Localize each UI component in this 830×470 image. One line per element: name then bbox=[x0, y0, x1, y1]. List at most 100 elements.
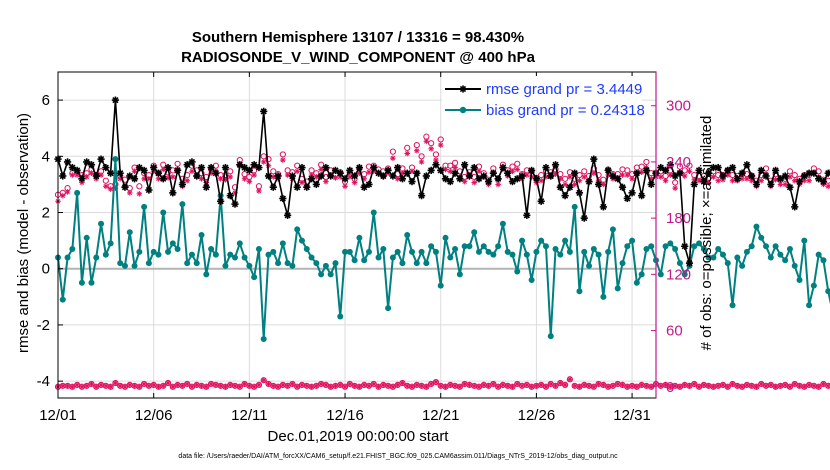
rmse-point bbox=[83, 158, 91, 166]
rmse-point bbox=[178, 180, 186, 189]
bias-point bbox=[160, 209, 167, 216]
rmse-point bbox=[202, 183, 210, 191]
obs-assimilated-point bbox=[547, 381, 554, 387]
rmse-point bbox=[685, 259, 694, 267]
obs-assimilated-point bbox=[361, 382, 367, 388]
obs-assimilated-point bbox=[514, 166, 521, 173]
rmse-point bbox=[537, 197, 545, 205]
rmse-point bbox=[427, 166, 435, 174]
obs-assimilated-point bbox=[126, 382, 133, 388]
bias-point bbox=[495, 243, 502, 250]
obs-assimilated-point bbox=[280, 157, 286, 163]
obs-assimilated-point bbox=[576, 177, 583, 184]
bias-point bbox=[638, 271, 645, 278]
rmse-point bbox=[518, 172, 526, 180]
rmse-point bbox=[461, 161, 469, 169]
bias-point bbox=[581, 248, 588, 255]
obs-assimilated-point bbox=[351, 179, 358, 186]
obs-possible-point bbox=[428, 140, 435, 147]
obs-assimilated-point bbox=[514, 381, 521, 387]
bias-point bbox=[93, 254, 100, 261]
bias-point bbox=[117, 260, 124, 267]
obs-assimilated-point bbox=[672, 383, 678, 389]
bias-point bbox=[356, 234, 363, 241]
bias-point bbox=[595, 251, 602, 258]
obs-assimilated-point bbox=[806, 177, 812, 184]
rmse-point bbox=[561, 192, 569, 200]
bias-point bbox=[112, 156, 119, 163]
obs-assimilated-point bbox=[342, 383, 348, 390]
obs-assimilated-point bbox=[796, 383, 803, 389]
rmse-point bbox=[465, 172, 474, 180]
obs-assimilated-point bbox=[524, 172, 530, 178]
obs-possible-point bbox=[791, 171, 798, 179]
obs-possible-point bbox=[475, 163, 483, 170]
rmse-point bbox=[580, 214, 588, 222]
obs-assimilated-point bbox=[691, 381, 698, 387]
rmse-point bbox=[733, 175, 741, 183]
rmse-point bbox=[714, 163, 722, 172]
obs-assimilated-point bbox=[476, 168, 482, 175]
rmse-point bbox=[571, 169, 579, 177]
obs-assimilated-point bbox=[452, 383, 458, 389]
bias-point bbox=[126, 229, 133, 236]
obs-possible-point bbox=[174, 160, 181, 167]
bias-point bbox=[729, 302, 736, 309]
rmse-point bbox=[590, 155, 598, 163]
obs-possible-point bbox=[825, 177, 830, 184]
obs-assimilated-point bbox=[562, 181, 568, 188]
obs-assimilated-point bbox=[217, 383, 224, 389]
bias-point bbox=[475, 248, 482, 255]
bias-point bbox=[509, 251, 516, 258]
bias-point bbox=[786, 246, 793, 253]
obs-possible-point bbox=[160, 161, 167, 168]
rmse-point bbox=[743, 161, 751, 169]
bias-point bbox=[155, 251, 162, 258]
obs-assimilated-point bbox=[777, 181, 784, 188]
bias-point bbox=[815, 251, 822, 258]
bias-point bbox=[222, 262, 229, 269]
axis-layer: 12/01 12/06 12/11 12/16 12/21 12/26 12/31 -4 -2 0… bbox=[37, 72, 691, 424]
obs-assimilated-point bbox=[404, 150, 411, 157]
obs-assimilated-point bbox=[437, 142, 444, 148]
bias-point bbox=[547, 333, 554, 340]
obs-assimilated-point bbox=[246, 178, 253, 185]
rmse-point bbox=[341, 175, 349, 183]
obs-assimilated-point bbox=[170, 174, 176, 180]
rmse-point bbox=[355, 163, 363, 172]
rmse-point bbox=[87, 161, 96, 169]
bias-point bbox=[801, 237, 808, 244]
chart-title-line-2: RADIOSONDE_V_WIND_COMPONENT @ 400 hPa bbox=[181, 49, 536, 66]
bias-point bbox=[566, 248, 573, 255]
obs-assimilated-point bbox=[657, 174, 664, 180]
bias-point bbox=[98, 220, 105, 227]
x-tick-label: 12/16 bbox=[326, 407, 364, 424]
obs-possible-point bbox=[413, 141, 420, 149]
obs-assimilated-point bbox=[720, 382, 726, 388]
obs-assimilated-point bbox=[160, 383, 167, 389]
rmse-point bbox=[169, 189, 177, 197]
obs-assimilated-point bbox=[256, 188, 262, 194]
obs-assimilated-point bbox=[260, 377, 267, 384]
rmse-point bbox=[59, 172, 67, 180]
rmse-point bbox=[700, 178, 708, 186]
obs-assimilated-point bbox=[787, 383, 793, 390]
obs-assimilated-point bbox=[791, 381, 798, 387]
obs-assimilated-point bbox=[634, 383, 640, 390]
obs-assimilated-point bbox=[643, 383, 650, 389]
bias-point bbox=[624, 243, 631, 250]
obs-assimilated-point bbox=[203, 383, 210, 390]
bias-point bbox=[275, 260, 282, 267]
x-axis-label: Dec.01,2019 00:00:00 start bbox=[268, 428, 450, 445]
bias-point bbox=[528, 276, 535, 283]
rmse-point bbox=[719, 172, 727, 180]
obs-assimilated-point bbox=[524, 382, 530, 388]
bias-point bbox=[629, 237, 636, 244]
obs-possible-point bbox=[451, 159, 459, 166]
bias-point bbox=[519, 237, 526, 244]
bias-point bbox=[777, 251, 784, 258]
rmse-point bbox=[528, 166, 536, 174]
bias-point bbox=[418, 248, 425, 255]
bias-point bbox=[232, 254, 239, 261]
obs-assimilated-point bbox=[538, 382, 544, 388]
